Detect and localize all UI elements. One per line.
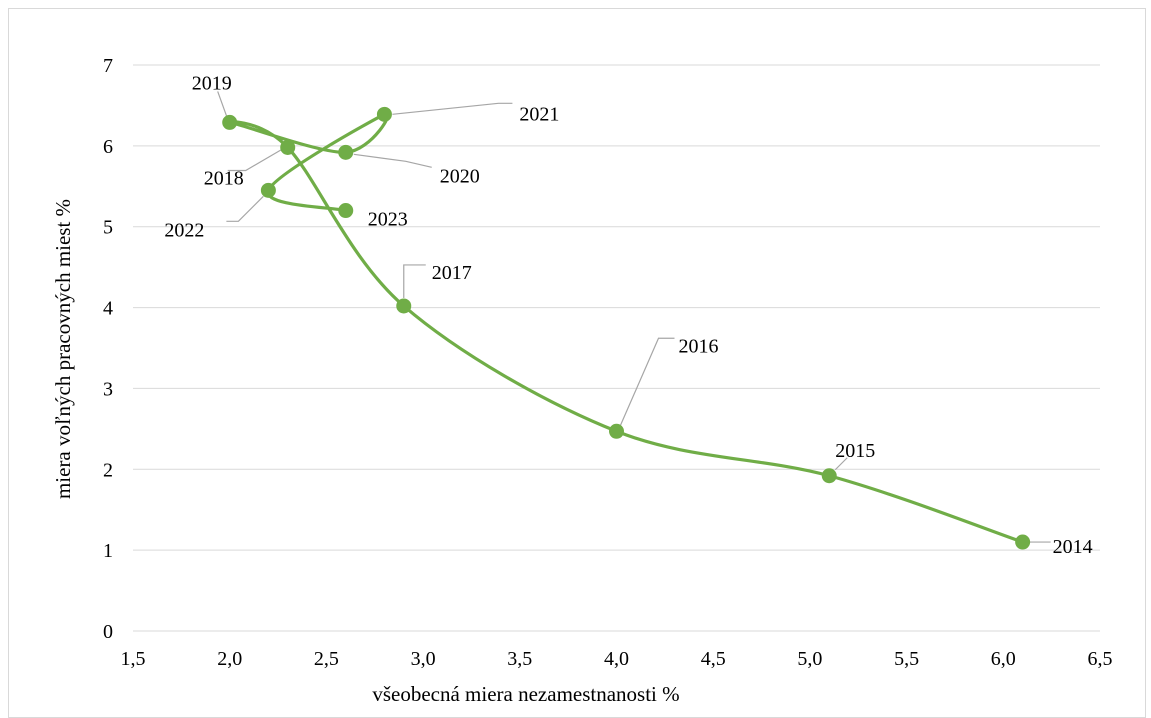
data-label: 2015 (835, 440, 875, 462)
data-label: 2019 (192, 72, 232, 94)
x-tick-label: 2,5 (314, 648, 339, 670)
x-tick-label: 4,0 (604, 648, 629, 670)
data-points (222, 106, 1031, 550)
chart-frame (8, 8, 1146, 718)
data-label: 2018 (204, 167, 244, 189)
y-axis-ticks: 0 1 2 3 4 5 6 7 (103, 55, 113, 643)
y-tick-label: 6 (103, 136, 113, 158)
x-axis-ticks: 1,5 2,0 2,5 3,0 3,5 4,0 4,5 5,0 5,5 6,0 6,5 (121, 648, 1113, 670)
series-line (226, 112, 1025, 544)
y-tick-label: 0 (103, 621, 113, 643)
data-point-marker (609, 423, 624, 439)
x-tick-label: 1,5 (121, 648, 146, 670)
data-labels: 2014 2015 2016 2017 2018 2019 2020 2021 2022 2023 (164, 72, 1092, 558)
y-tick-label: 1 (103, 540, 113, 562)
x-axis-title: všeobecná miera nezamestnanosti % (372, 682, 679, 706)
data-point-marker (821, 468, 837, 484)
data-point-marker (376, 106, 392, 122)
leader-line (403, 264, 426, 298)
x-tick-label: 4,5 (701, 648, 726, 670)
data-point-marker (338, 144, 354, 160)
data-point-marker (396, 298, 412, 314)
leader-line (392, 102, 513, 115)
x-tick-label: 2,0 (217, 648, 242, 670)
label-leader-lines (217, 91, 1051, 543)
leader-line (619, 337, 675, 426)
x-tick-label: 3,5 (507, 648, 532, 670)
data-label: 2022 (164, 219, 204, 241)
y-tick-label: 5 (103, 217, 113, 239)
y-tick-label: 7 (103, 55, 113, 77)
x-tick-label: 6,5 (1088, 648, 1113, 670)
data-label: 2017 (432, 262, 472, 284)
gridlines (133, 64, 1100, 632)
data-label: 2016 (679, 335, 719, 357)
y-axis-title: miera voľných pracovných miest % (51, 199, 75, 499)
y-tick-label: 4 (103, 298, 113, 320)
leader-line (353, 153, 432, 168)
leader-line (227, 148, 283, 172)
data-label: 2021 (519, 103, 559, 125)
data-point-marker (280, 139, 296, 155)
data-label: 2014 (1053, 536, 1093, 558)
data-point-marker (222, 114, 238, 130)
x-tick-label: 5,5 (894, 648, 919, 670)
leader-line (217, 91, 228, 117)
data-point-marker (338, 203, 354, 219)
data-label: 2020 (440, 165, 480, 187)
x-tick-label: 5,0 (797, 648, 822, 670)
y-tick-label: 3 (103, 378, 113, 400)
data-point-marker (260, 182, 276, 198)
data-label: 2023 (368, 209, 408, 231)
leader-line (226, 195, 264, 222)
x-tick-label: 6,0 (991, 648, 1016, 670)
leader-line (834, 457, 848, 471)
data-point-marker (1015, 534, 1031, 550)
y-tick-label: 2 (103, 459, 113, 481)
x-tick-label: 3,0 (411, 648, 436, 670)
